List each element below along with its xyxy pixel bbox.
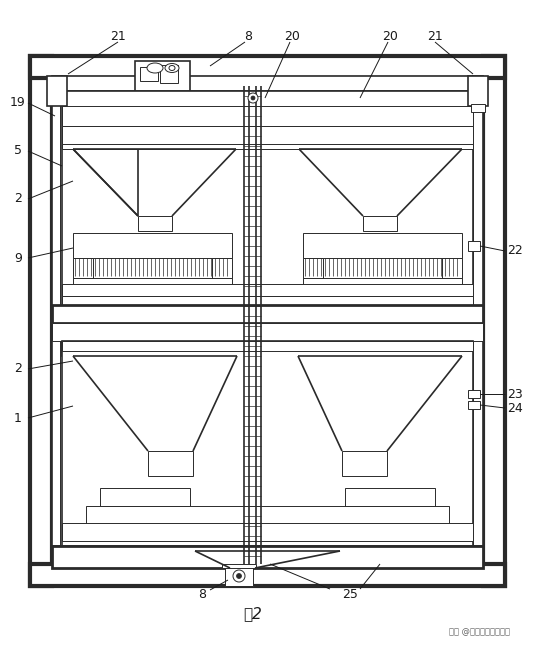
Bar xyxy=(62,144,473,149)
Text: 1: 1 xyxy=(14,412,22,424)
Text: 2: 2 xyxy=(14,191,22,205)
Text: 21: 21 xyxy=(110,30,126,43)
Bar xyxy=(160,65,178,83)
Bar xyxy=(73,278,232,293)
Bar xyxy=(30,56,505,78)
Bar xyxy=(62,76,473,91)
Bar xyxy=(135,61,190,91)
Bar xyxy=(52,76,62,546)
Bar xyxy=(303,233,462,258)
Bar xyxy=(62,126,473,146)
Bar xyxy=(52,323,483,341)
Bar xyxy=(138,216,172,231)
Bar xyxy=(468,241,480,251)
Bar xyxy=(468,76,488,106)
Bar xyxy=(30,564,505,586)
Bar xyxy=(62,523,473,541)
Polygon shape xyxy=(73,149,138,216)
Bar xyxy=(86,506,449,524)
Circle shape xyxy=(233,570,245,582)
Text: 24: 24 xyxy=(507,402,523,415)
Bar xyxy=(468,401,480,409)
Bar xyxy=(62,341,473,351)
Bar xyxy=(100,488,190,506)
Bar xyxy=(62,106,473,126)
Bar xyxy=(212,258,232,278)
Bar xyxy=(442,258,462,278)
Text: 21: 21 xyxy=(427,30,443,43)
Text: 23: 23 xyxy=(507,388,523,401)
Text: 19: 19 xyxy=(10,96,26,110)
Bar xyxy=(468,390,480,398)
Bar xyxy=(363,216,397,231)
Text: 5: 5 xyxy=(14,145,22,158)
Bar xyxy=(140,67,158,81)
Text: 9: 9 xyxy=(14,251,22,264)
Text: 图2: 图2 xyxy=(243,607,263,621)
Bar xyxy=(62,91,473,356)
Text: 2: 2 xyxy=(14,362,22,375)
Bar xyxy=(62,284,473,296)
Text: 8: 8 xyxy=(244,30,252,43)
Bar xyxy=(473,76,483,546)
Bar xyxy=(342,451,387,476)
Text: 20: 20 xyxy=(382,30,398,43)
Circle shape xyxy=(248,93,258,103)
Bar xyxy=(148,451,193,476)
Ellipse shape xyxy=(169,65,175,70)
Bar xyxy=(303,258,323,278)
Text: 20: 20 xyxy=(284,30,300,43)
Bar xyxy=(62,341,473,546)
Bar xyxy=(52,305,483,323)
Circle shape xyxy=(236,574,241,579)
Bar xyxy=(52,546,483,568)
Ellipse shape xyxy=(165,63,179,72)
Ellipse shape xyxy=(147,63,163,73)
Text: 22: 22 xyxy=(507,244,523,258)
Circle shape xyxy=(251,96,255,100)
Bar xyxy=(73,233,232,258)
Text: 8: 8 xyxy=(198,587,206,601)
Bar xyxy=(30,56,52,586)
Bar xyxy=(60,76,66,546)
Bar xyxy=(303,278,462,293)
Bar xyxy=(345,488,435,506)
Bar xyxy=(73,258,93,278)
Bar xyxy=(62,91,473,106)
Bar xyxy=(62,296,473,308)
Text: 25: 25 xyxy=(342,587,358,601)
Bar xyxy=(483,56,505,586)
Bar xyxy=(222,564,256,568)
Bar xyxy=(47,76,67,106)
Text: 头条 @知识产权小佳老师: 头条 @知识产权小佳老师 xyxy=(449,627,510,636)
Bar xyxy=(225,566,253,586)
Bar xyxy=(471,104,485,112)
Bar xyxy=(467,76,473,546)
